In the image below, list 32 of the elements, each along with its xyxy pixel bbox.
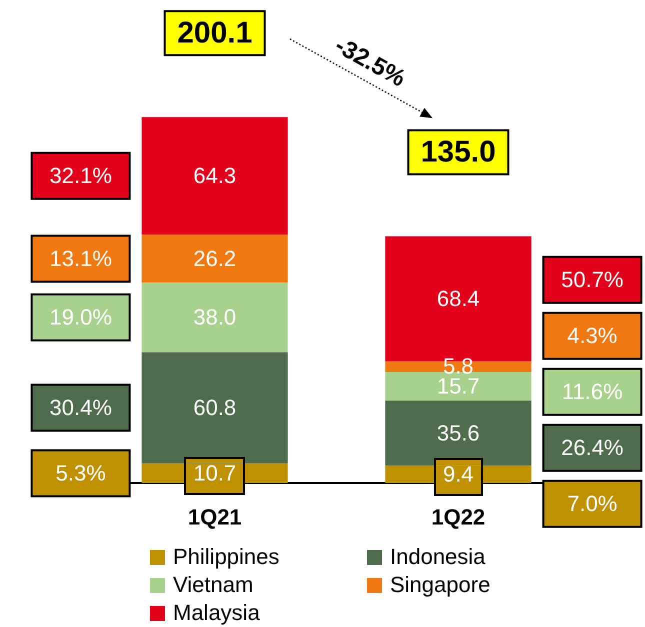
- legend-label: Philippines: [173, 544, 280, 570]
- total-label: 135.0: [420, 135, 496, 168]
- data-label: 68.4: [436, 286, 480, 311]
- x-tick-label: 1Q21: [188, 504, 242, 530]
- annotation: 30.4%: [50, 394, 112, 420]
- bar: [142, 117, 288, 235]
- annotation: 19.0%: [50, 304, 112, 330]
- bar: [142, 352, 288, 464]
- legend-label: Singapore: [390, 572, 490, 598]
- legend-label: Malaysia: [173, 600, 260, 626]
- bar: [142, 234, 288, 283]
- x-tick-label: 1Q22: [431, 504, 486, 530]
- data-label: 9.4: [442, 461, 474, 486]
- annotation: 50.7%: [561, 266, 624, 292]
- text: 7.0%: [567, 490, 618, 516]
- data-label: 64.3: [193, 162, 236, 188]
- annotation: 11.6%: [562, 378, 623, 404]
- data-label: 60.8: [193, 394, 236, 420]
- annotation: 26.4%: [561, 434, 624, 460]
- legend-label: Indonesia: [390, 544, 486, 570]
- annotation: 5.3%: [56, 460, 106, 486]
- data-label: 10.7: [193, 460, 236, 486]
- data-label: 26.2: [193, 246, 236, 271]
- annotation: 13.1%: [50, 246, 112, 271]
- bar: [142, 282, 288, 352]
- legend-label: Vietnam: [173, 572, 254, 598]
- annotation: 4.3%: [567, 322, 618, 348]
- data-label: 38.0: [193, 304, 236, 330]
- total-label: 200.1: [177, 16, 252, 50]
- bar: [385, 400, 532, 466]
- data-label: 35.6: [436, 420, 480, 446]
- annotation: 32.1%: [50, 162, 112, 188]
